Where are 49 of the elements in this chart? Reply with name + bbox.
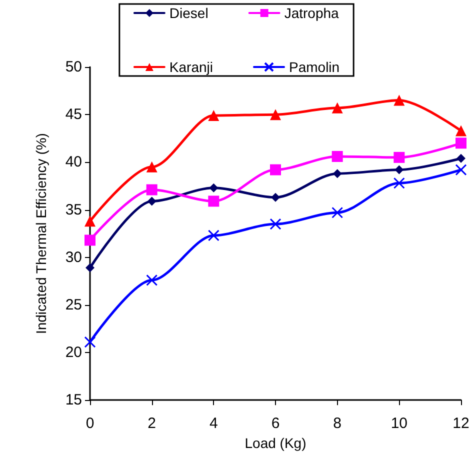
point <box>146 161 158 172</box>
point <box>271 192 280 202</box>
legend-label: Jatropha <box>284 5 340 21</box>
point <box>270 164 281 176</box>
y-tick-label: 40 <box>65 154 82 171</box>
y-tick-label: 35 <box>65 201 82 218</box>
y-axis-title: Indicated Thermal Efficiency (%) <box>33 133 49 334</box>
point <box>332 102 343 114</box>
point <box>456 154 466 163</box>
x-tick-label: 0 <box>86 415 94 432</box>
point <box>456 138 466 149</box>
point <box>332 169 342 178</box>
point <box>332 150 343 162</box>
point <box>146 274 158 286</box>
x-tick-label: 4 <box>209 415 218 432</box>
legend-label: Karanji <box>169 59 214 75</box>
point <box>394 94 405 106</box>
y-tick-label: 20 <box>65 344 82 362</box>
x-tick-label: 2 <box>148 415 156 432</box>
legend-label: Pamolin <box>289 59 340 75</box>
point <box>84 336 96 348</box>
y-tick-label: 50 <box>65 58 82 76</box>
y-tick-label: 15 <box>65 392 82 409</box>
point <box>456 125 466 136</box>
point <box>455 164 467 176</box>
x-tick-label: 6 <box>271 415 280 432</box>
point <box>270 218 282 230</box>
y-tick-label: 25 <box>65 296 82 314</box>
point <box>208 196 220 207</box>
point <box>394 165 404 174</box>
point <box>394 152 405 163</box>
point <box>209 183 218 192</box>
point <box>270 109 281 120</box>
point <box>84 234 96 246</box>
x-tick-label: 10 <box>390 415 408 432</box>
point <box>86 263 94 272</box>
x-tick-label: 12 <box>452 415 470 432</box>
legend-label: Diesel <box>169 5 208 21</box>
point <box>84 216 96 227</box>
x-tick-label: 8 <box>333 415 342 432</box>
point <box>208 110 220 122</box>
point <box>393 177 405 189</box>
point <box>147 196 156 206</box>
point <box>208 230 220 242</box>
point <box>146 184 158 196</box>
point <box>332 206 344 218</box>
x-axis-title: Load (Kg) <box>244 435 306 451</box>
y-tick-label: 45 <box>65 106 82 124</box>
y-tick-label: 30 <box>65 248 82 266</box>
